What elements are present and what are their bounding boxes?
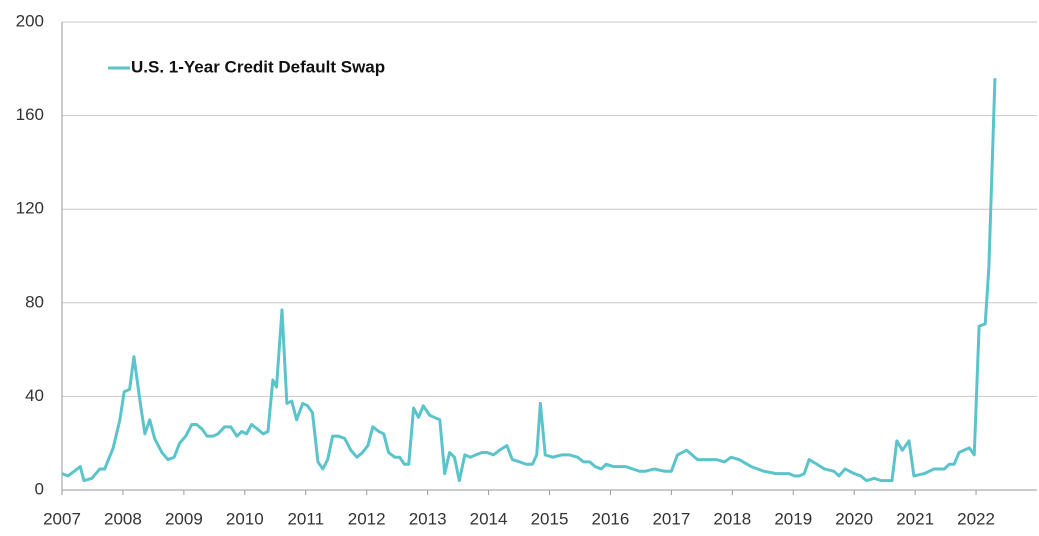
x-tick-label: 2009 [165, 509, 203, 528]
x-tick-label: 2014 [470, 509, 508, 528]
legend-label: U.S. 1-Year Credit Default Swap [131, 57, 385, 76]
y-tick-label: 200 [16, 11, 44, 30]
x-tick-label: 2021 [896, 509, 934, 528]
x-tick-label: 2016 [592, 509, 630, 528]
y-tick-label: 80 [25, 292, 44, 311]
y-tick-label: 120 [16, 199, 44, 218]
x-tick-label: 2010 [226, 509, 264, 528]
x-tick-label: 2018 [713, 509, 751, 528]
series-line [61, 78, 997, 483]
x-tick-label: 2017 [652, 509, 690, 528]
x-tick-label: 2012 [348, 509, 386, 528]
x-tick-label: 2020 [835, 509, 873, 528]
y-tick-label: 160 [16, 105, 44, 124]
x-tick-label: 2013 [409, 509, 447, 528]
x-tick-label: 2022 [957, 509, 995, 528]
x-tick-label: 2008 [104, 509, 142, 528]
x-tick-label: 2015 [531, 509, 569, 528]
y-tick-label: 40 [25, 386, 44, 405]
y-tick-label: 0 [35, 479, 44, 498]
x-tick-label: 2007 [43, 509, 81, 528]
x-tick-label: 2011 [287, 509, 324, 528]
x-tick-label: 2019 [774, 509, 812, 528]
